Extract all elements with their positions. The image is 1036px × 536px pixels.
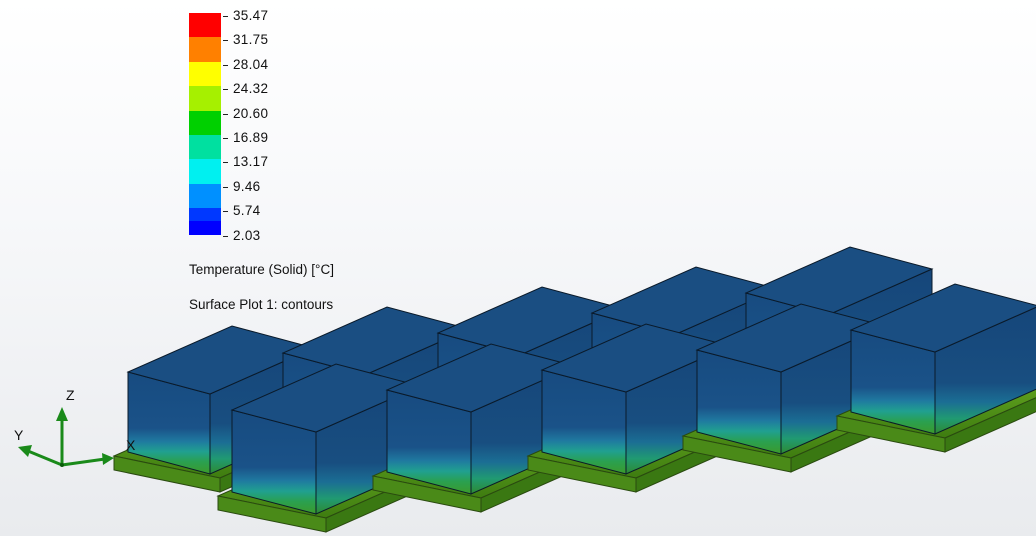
axis-triad-icon <box>18 407 114 467</box>
coordinate-triad: Z Y X <box>10 385 150 475</box>
legend-color-band <box>189 183 221 209</box>
legend-color-band <box>189 135 221 160</box>
x-axis-label: X <box>126 437 136 453</box>
legend-tick <box>223 89 228 91</box>
legend-tick <box>223 235 228 237</box>
legend-tick <box>223 40 228 42</box>
legend-color-band <box>189 86 221 112</box>
legend-value: 31.75 <box>233 32 269 48</box>
legend-color-band <box>189 110 221 136</box>
legend-color-band <box>189 220 221 235</box>
block-top-face <box>849 283 1036 353</box>
legend-color-band <box>189 159 221 185</box>
legend-tick <box>223 162 228 164</box>
z-axis-label: Z <box>66 387 75 403</box>
legend-color-band <box>189 37 221 63</box>
legend-title: Temperature (Solid) [°C] <box>189 262 334 277</box>
y-axis-label: Y <box>14 427 24 443</box>
legend-value: 20.60 <box>233 105 269 121</box>
legend-tick <box>223 16 228 17</box>
legend-value: 16.89 <box>233 130 269 145</box>
legend-value: 28.04 <box>233 56 269 72</box>
legend-tick <box>223 138 228 139</box>
legend-value: 9.46 <box>233 178 261 194</box>
legend-tick <box>223 211 228 213</box>
legend-color-band <box>189 13 221 38</box>
legend-color-band <box>189 61 221 87</box>
legend-value: 24.32 <box>233 81 269 97</box>
temperature-legend: 35.47 31.75 28.04 24.32 20.60 16.89 13.17 9.46 5… <box>189 8 449 312</box>
legend-value: 13.17 <box>233 154 269 170</box>
legend-tick <box>223 186 228 188</box>
legend-value: 5.74 <box>233 203 261 219</box>
plot-name: Surface Plot 1: contours <box>189 297 334 312</box>
legend-value: 35.47 <box>233 8 269 23</box>
base-plate-side <box>944 397 1036 453</box>
legend-tick <box>223 113 228 115</box>
legend-tick <box>223 64 228 66</box>
legend-value: 2.03 <box>233 227 261 243</box>
